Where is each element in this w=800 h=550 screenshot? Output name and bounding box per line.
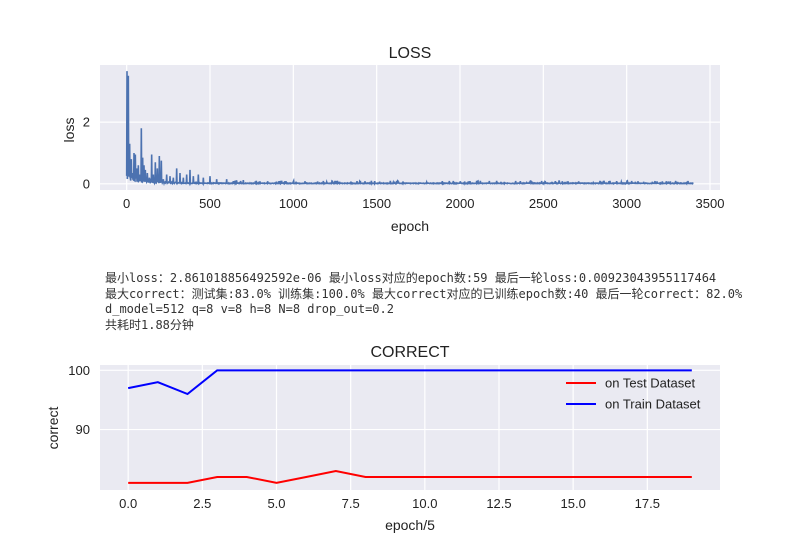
loss-y-ticks: 02 bbox=[83, 115, 90, 192]
correct-x-tick-label: 10.0 bbox=[412, 496, 437, 511]
info-line-hyperparams: d_model=512 q=8 v=8 h=8 N=8 drop_out=0.2 bbox=[105, 302, 394, 316]
correct-x-ticks: 0.0 2.5 5.0 7.5 10.0 12.5 15.0 17.5 bbox=[119, 496, 660, 511]
loss-y-axis-label: loss bbox=[61, 118, 77, 143]
loss-y-tick-label: 0 bbox=[83, 176, 90, 191]
correct-series-line-0 bbox=[128, 470, 692, 484]
loss-chart: LOSS 0 500 1000 1500 2000 2500 3000 3500 02 epo… bbox=[61, 45, 724, 234]
correct-series-line-1 bbox=[127, 369, 692, 396]
loss-x-tick-label: 3500 bbox=[696, 196, 725, 211]
loss-x-axis-label: epoch bbox=[391, 218, 429, 234]
info-line-duration: 共耗时1.88分钟 bbox=[105, 317, 194, 332]
correct-x-tick-label: 5.0 bbox=[267, 496, 285, 511]
info-block: 最小loss：2.861018856492592e-06 最小loss对应的ep… bbox=[105, 270, 743, 332]
correct-legend: on Test Dataset on Train Dataset bbox=[566, 376, 701, 412]
loss-x-tick-label: 2500 bbox=[529, 196, 558, 211]
loss-x-tick-label: 1000 bbox=[279, 196, 308, 211]
legend-entry-1: on Train Dataset bbox=[605, 397, 701, 412]
loss-series-line bbox=[125, 71, 694, 187]
correct-x-tick-label: 2.5 bbox=[193, 496, 211, 511]
loss-x-ticks: 0 500 1000 1500 2000 2500 3000 3500 bbox=[123, 196, 724, 211]
correct-y-axis-label: correct bbox=[45, 407, 61, 450]
correct-y-tick-label: 100 bbox=[68, 363, 90, 378]
info-line-loss: 最小loss：2.861018856492592e-06 最小loss对应的ep… bbox=[105, 270, 716, 285]
correct-x-axis-label: epoch/5 bbox=[385, 517, 435, 533]
correct-x-tick-label: 0.0 bbox=[119, 496, 137, 511]
correct-y-ticks: 90 100 bbox=[68, 363, 90, 437]
loss-chart-title: LOSS bbox=[389, 45, 432, 62]
correct-x-tick-label: 17.5 bbox=[635, 496, 660, 511]
correct-x-tick-label: 7.5 bbox=[342, 496, 360, 511]
loss-x-tick-label: 2000 bbox=[446, 196, 475, 211]
loss-x-tick-label: 0 bbox=[123, 196, 130, 211]
legend-entry-0: on Test Dataset bbox=[605, 376, 695, 391]
loss-x-tick-label: 3000 bbox=[612, 196, 641, 211]
correct-series-lines bbox=[127, 369, 692, 484]
correct-plot-area bbox=[100, 365, 720, 490]
correct-chart-title: CORRECT bbox=[370, 344, 449, 361]
correct-chart: CORRECT 0.0 2.5 5.0 7.5 10.0 12.5 15.0 17.5 90 1… bbox=[45, 344, 720, 533]
correct-y-tick-label: 90 bbox=[76, 422, 90, 437]
loss-plot-area bbox=[100, 65, 720, 190]
loss-y-tick-label: 2 bbox=[83, 115, 90, 130]
correct-x-tick-label: 12.5 bbox=[486, 496, 511, 511]
info-line-correct: 最大correct：测试集:83.0% 训练集:100.0% 最大correct… bbox=[105, 286, 743, 301]
correct-x-tick-label: 15.0 bbox=[561, 496, 586, 511]
loss-x-tick-label: 500 bbox=[199, 196, 221, 211]
loss-x-tick-label: 1500 bbox=[362, 196, 391, 211]
